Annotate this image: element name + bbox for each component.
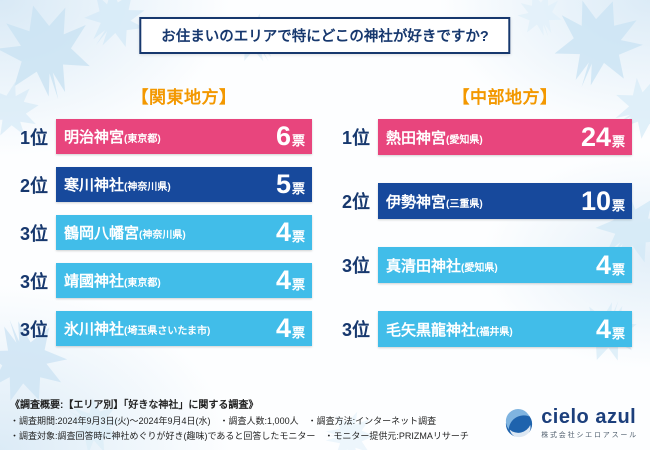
vote-count: 4 (275, 217, 291, 247)
prefecture: (神奈川県) (124, 182, 171, 193)
shrine-name: 寒川神社 (64, 177, 125, 194)
survey-overview: 《調査概要:【エリア別】「好きな神社」に関する調査》 ・調査期間:2024年9月… (10, 396, 469, 444)
shrine-name: 氷川神社 (64, 321, 125, 338)
vote-count: 4 (275, 265, 291, 295)
shrine-name: 毛矢黒龍神社 (386, 321, 477, 339)
maple-leaf-icon (512, 0, 569, 44)
ranking-column-chubu: 1位 熱田神宮(愛知県) 24 票 2位 伊勢神宮(三重県) 10 票 3位 真清田… (334, 119, 632, 347)
survey-detail-line: ・調査対象:調査回答時に神社めぐりが好き(趣味)であると回答したモニター ・モニ… (10, 431, 469, 441)
rank-label: 3位 (341, 320, 370, 340)
vote-badge: 24 票 (580, 121, 625, 152)
shrine-label: 靖國神社(東京都) (64, 270, 161, 291)
shrine-label: 伊勢神宮(三重県) (386, 191, 483, 212)
prefecture: (愛知県) (461, 262, 498, 274)
vote-unit: 票 (611, 325, 625, 341)
shrine-name: 伊勢神宮 (386, 193, 447, 211)
vote-unit: 票 (291, 133, 305, 148)
vote-count: 4 (595, 249, 611, 280)
rank-label: 1位 (341, 128, 370, 148)
shrine-label: 熱田神宮(愛知県) (386, 127, 483, 148)
vote-count: 10 (580, 185, 611, 216)
vote-unit: 票 (611, 133, 625, 149)
ranking-row: 1位 熱田神宮(愛知県) 24 票 (334, 119, 632, 155)
rank-label: 3位 (19, 223, 48, 244)
vote-unit: 票 (291, 181, 305, 196)
shrine-label: 氷川神社(埼玉県さいたま市) (64, 318, 210, 339)
prefecture: (神奈川県) (139, 230, 186, 241)
shrine-label: 寒川神社(神奈川県) (64, 174, 171, 195)
cielo-azul-logo: cielo azul 株式会社シエロアスール (504, 407, 638, 440)
prefecture: (埼玉県さいたま市) (124, 326, 211, 337)
vote-unit: 票 (291, 229, 305, 244)
ranking-row: 2位 伊勢神宮(三重県) 10 票 (334, 183, 632, 219)
prefecture: (愛知県) (446, 134, 483, 146)
shrine-name: 明治神宮 (64, 129, 125, 146)
survey-overview-title: 《調査概要:【エリア別】「好きな神社」に関する調査》 (10, 400, 259, 411)
cielo-azul-logo-icon (506, 408, 533, 438)
region-header-kanto: 【関東地方】 (131, 88, 237, 107)
vote-count: 4 (275, 313, 291, 343)
logo-wordmark: cielo azul (541, 406, 637, 428)
rank-label: 3位 (19, 319, 48, 340)
region-header-chubu: 【中部地方】 (452, 88, 558, 107)
shrine-label: 鶴岡八幡宮(神奈川県) (64, 222, 186, 243)
vote-count: 24 (580, 121, 611, 152)
shrine-label: 明治神宮(東京都) (64, 126, 161, 147)
vote-badge: 10 票 (580, 185, 625, 216)
survey-question-title: お住まいのエリアで特にどこの神社が好きですか? (139, 17, 511, 54)
shrine-name: 真清田神社 (386, 257, 462, 275)
vote-unit: 票 (291, 277, 305, 292)
vote-unit: 票 (611, 197, 625, 213)
vote-count: 4 (595, 313, 611, 344)
logo-text-block: cielo azul 株式会社シエロアスール (541, 407, 638, 440)
shrine-name: 熱田神宮 (386, 129, 447, 147)
shrine-name: 靖國神社 (64, 273, 125, 290)
rank-label: 3位 (341, 256, 370, 276)
rank-label: 2位 (19, 175, 48, 196)
shrine-label: 真清田神社(愛知県) (386, 255, 498, 276)
ranking-bar: 伊勢神宮(三重県) 10 票 (378, 183, 632, 219)
rank-label: 1位 (19, 127, 48, 148)
vote-count: 5 (275, 169, 291, 199)
vote-unit: 票 (611, 261, 625, 277)
shrine-label: 毛矢黒龍神社(福井県) (386, 319, 513, 340)
prefecture: (東京都) (124, 278, 161, 289)
prefecture: (三重県) (446, 198, 483, 210)
vote-unit: 票 (291, 325, 305, 340)
survey-detail-line: ・調査期間:2024年9月3日(火)〜2024年9月4日(水) ・調査人数:1,… (10, 416, 437, 426)
shrine-name: 鶴岡八幡宮 (64, 225, 140, 242)
vote-count: 6 (275, 121, 291, 151)
prefecture: (福井県) (476, 326, 513, 338)
prefecture: (東京都) (124, 134, 161, 145)
logo-company-name: 株式会社シエロアスール (541, 432, 638, 439)
ranking-bar: 熱田神宮(愛知県) 24 票 (378, 119, 632, 155)
rank-label: 2位 (341, 192, 370, 212)
rank-label: 3位 (19, 271, 48, 292)
